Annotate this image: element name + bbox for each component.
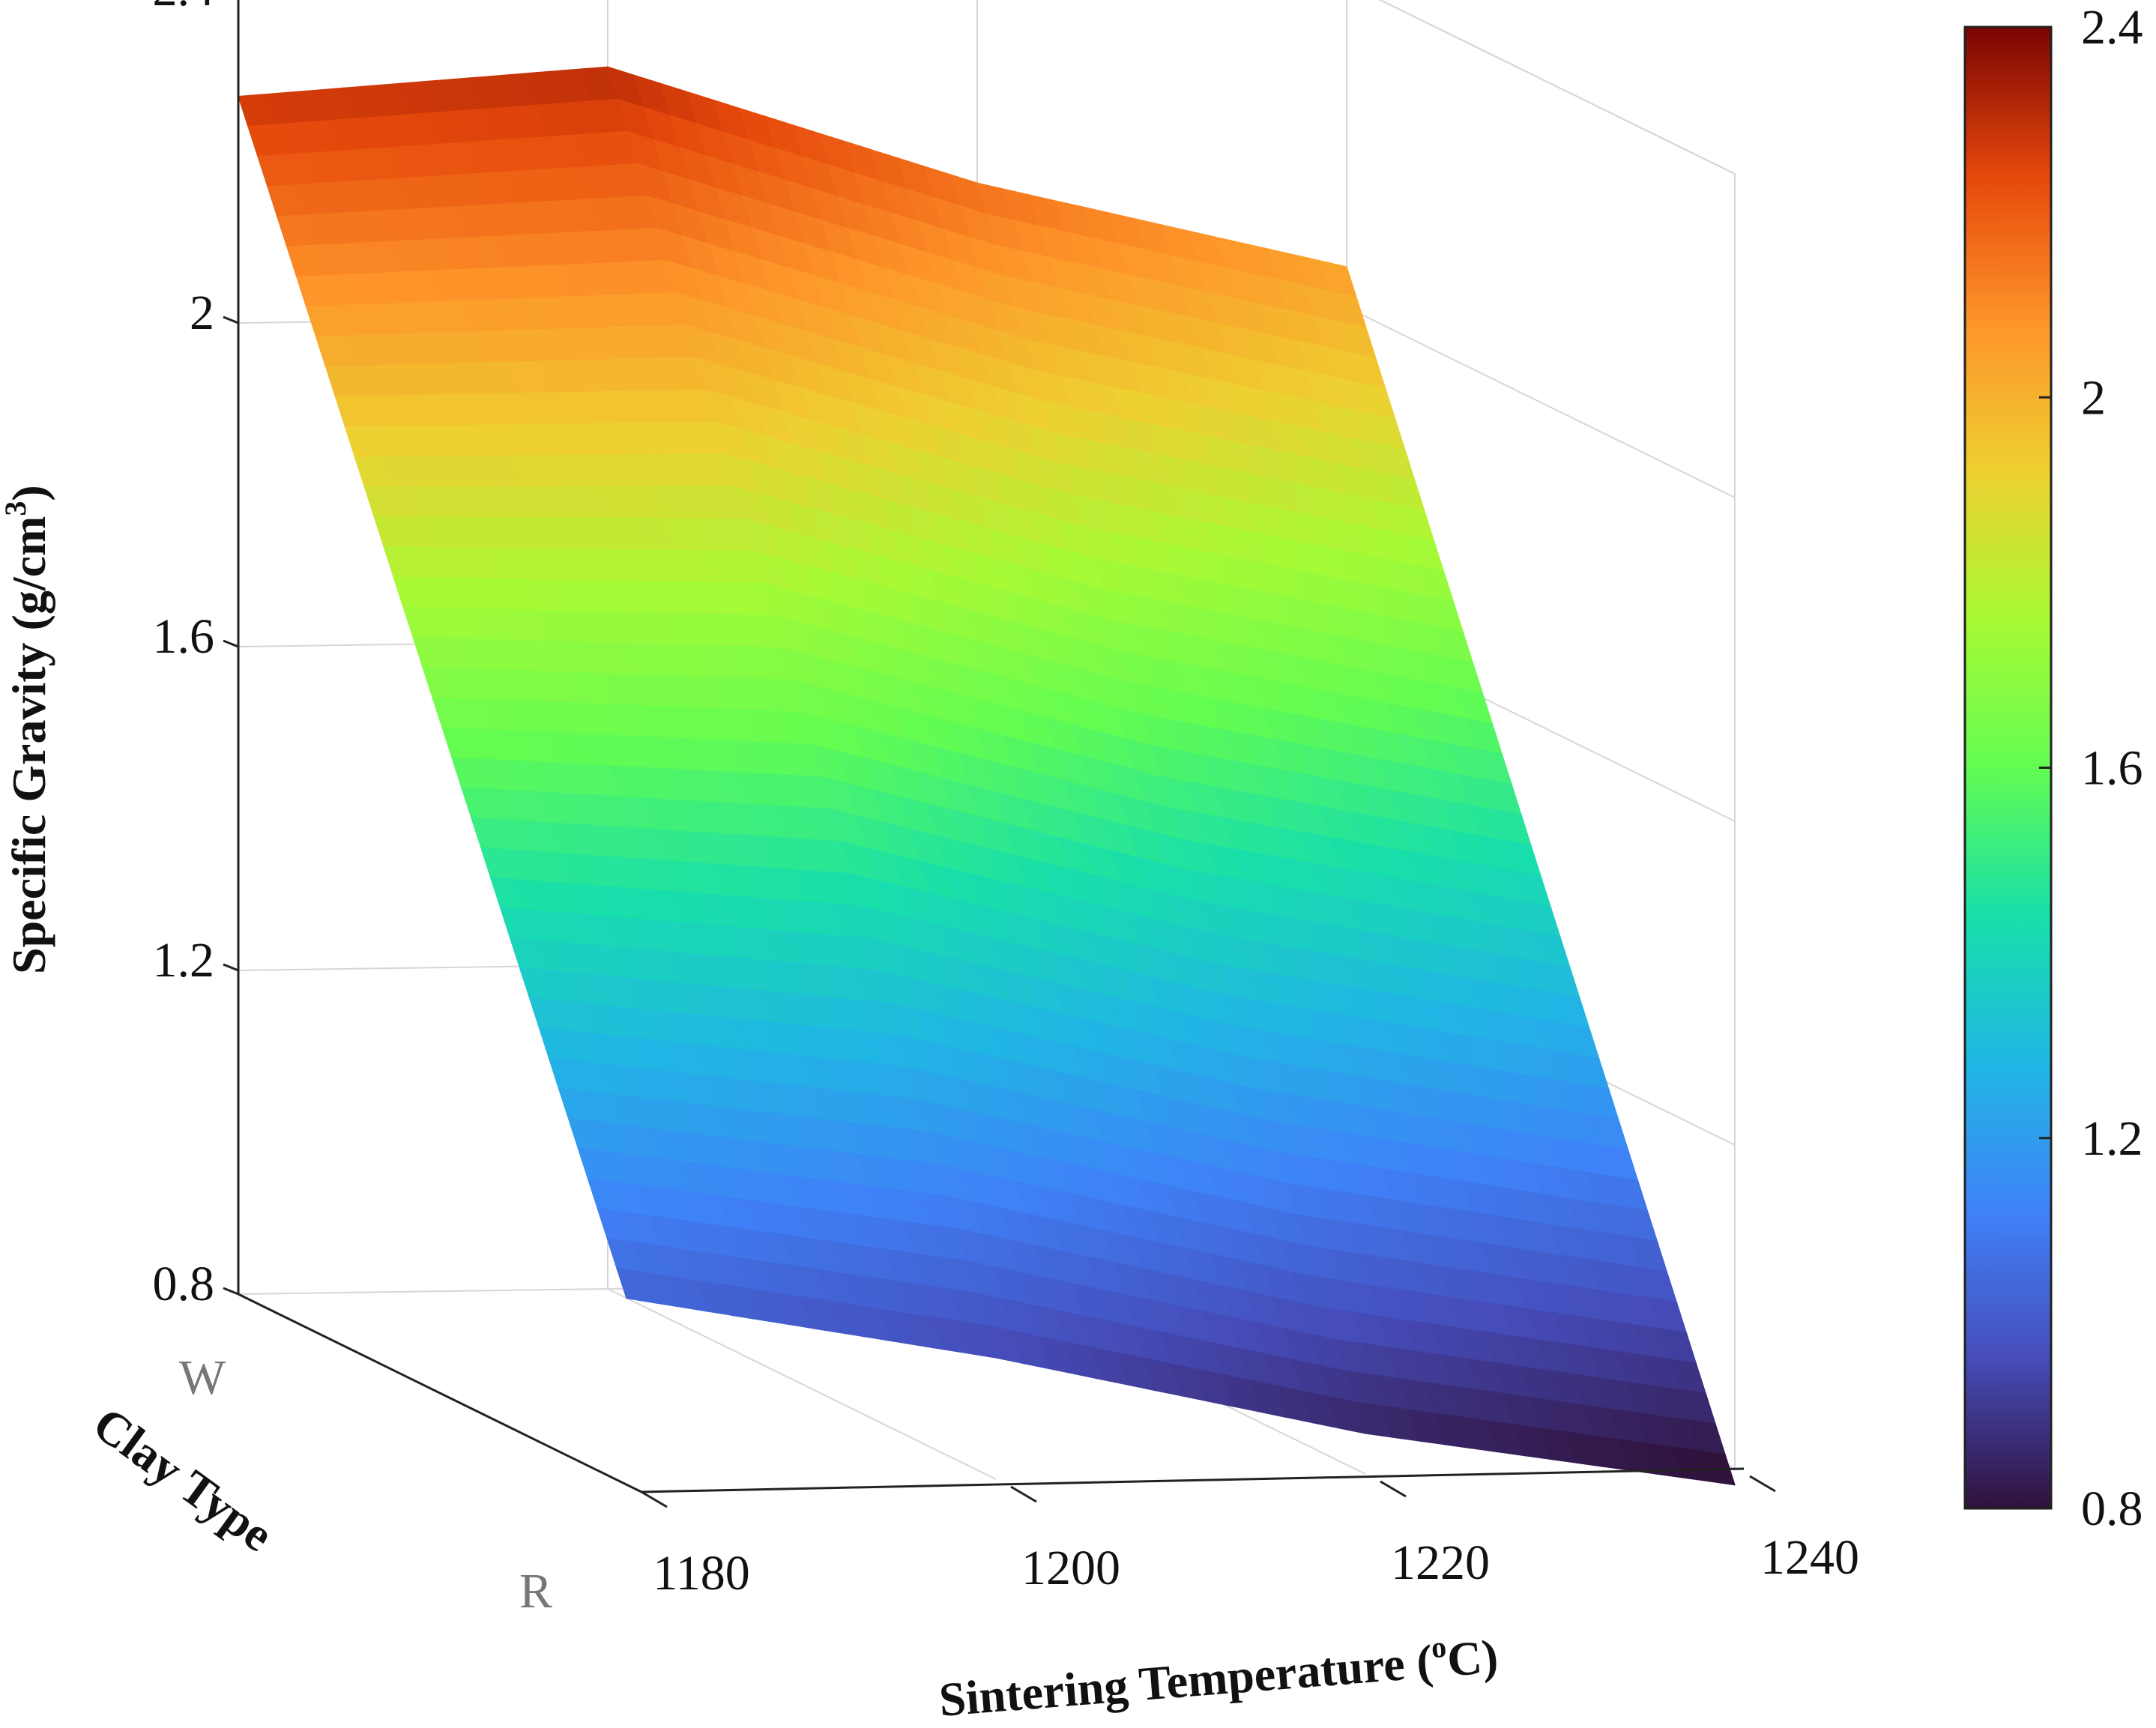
z-tick-label: 1.2 bbox=[153, 933, 215, 988]
z-tick-label: 1.6 bbox=[153, 609, 215, 664]
colorbar bbox=[1963, 25, 2053, 1510]
z-tick-label: 0.8 bbox=[153, 1257, 215, 1311]
grid-line-side-z bbox=[1378, 0, 1736, 175]
z-tick-mark bbox=[223, 963, 239, 972]
x-tick-label: 1200 bbox=[1021, 1541, 1120, 1595]
colorbar-ticks: 0.8 1.2 1.6 2 2.4 bbox=[2039, 0, 2143, 1536]
y-tick-label: W bbox=[179, 1350, 226, 1405]
x-tick-label: 1180 bbox=[653, 1546, 750, 1601]
x-axis-ticks: 1180 1200 1220 1240 bbox=[641, 1475, 1859, 1601]
y-tick-label: R bbox=[519, 1564, 552, 1619]
colorbar-tick-label: 0.8 bbox=[2081, 1481, 2143, 1536]
z-tick-mark bbox=[223, 1287, 239, 1296]
surface-mesh bbox=[238, 66, 1736, 1486]
colorbar-tick-label: 2.4 bbox=[2081, 0, 2143, 55]
x-axis-title: Sintering Temperature (oC) bbox=[937, 1626, 1500, 1727]
y-axis-title: Clay Type bbox=[84, 1397, 283, 1562]
x-tick-label: 1220 bbox=[1391, 1535, 1490, 1590]
y-axis-ticks: WR bbox=[179, 1350, 552, 1619]
x-axis-line bbox=[641, 1467, 1745, 1493]
grid-line-top-side bbox=[1378, 0, 1736, 175]
z-tick-mark bbox=[223, 639, 239, 648]
z-axis-title: Specific Gravity (g/cm3) bbox=[0, 485, 55, 974]
colorbar-tick-label: 1.2 bbox=[2081, 1111, 2143, 1166]
z-tick-label: 2.4 bbox=[153, 0, 215, 16]
z-tick-mark bbox=[223, 315, 239, 324]
colorbar-tick-label: 1.6 bbox=[2081, 741, 2143, 796]
x-tick-label: 1240 bbox=[1760, 1530, 1859, 1585]
x-tick-mark bbox=[641, 1490, 668, 1508]
z-axis-title-sup: 3 bbox=[0, 501, 32, 516]
z-tick-label: 2 bbox=[190, 286, 214, 340]
x-tick-mark bbox=[1010, 1485, 1037, 1503]
z-axis-title-main: Specific Gravity (g/cm bbox=[2, 516, 55, 974]
z-axis-ticks: 0.8 1.2 1.6 2 2.4 bbox=[153, 0, 239, 1311]
x-axis-title-tail: C) bbox=[1446, 1630, 1500, 1687]
x-tick-mark bbox=[1749, 1475, 1776, 1493]
grid-line-side-z bbox=[1346, 306, 1736, 498]
z-axis-title-tail: ) bbox=[2, 485, 55, 501]
surface-patch bbox=[1697, 1450, 1736, 1486]
x-tick-mark bbox=[1380, 1480, 1407, 1498]
grid-line-floor-x bbox=[607, 1288, 997, 1480]
x-axis-title-main: Sintering Temperature ( bbox=[937, 1634, 1435, 1727]
x-axis-title-sup: o bbox=[1430, 1630, 1447, 1664]
colorbar-tick-label: 2 bbox=[2081, 370, 2106, 425]
y-axis-line bbox=[238, 1293, 642, 1493]
